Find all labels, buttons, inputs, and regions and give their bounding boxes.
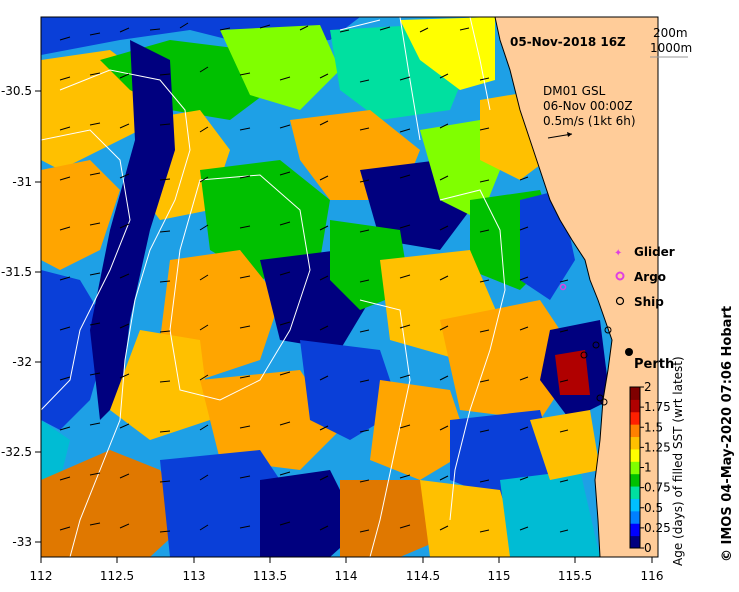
colorbar-title: Age (days) of filled SST (wrt latest) — [671, 356, 685, 566]
colorbar-frame — [629, 386, 641, 549]
currents-time: 06-Nov 00:00Z — [543, 99, 633, 113]
colorbar-tick-label: 0.75 — [644, 481, 671, 495]
colorbar-tick-label: 2 — [644, 380, 652, 394]
longitude-ticks: 112 112.5 113 113.5 114 114.5 115 115.5 116 — [30, 557, 664, 583]
plot-area — [41, 17, 658, 557]
perth-marker — [625, 348, 633, 356]
colorbar-stop — [630, 436, 640, 450]
lat-tick-label: -31.5 — [1, 265, 32, 279]
perth-label: Perth — [634, 357, 674, 372]
colorbar-stop — [630, 523, 640, 537]
lat-tick-label: -32 — [12, 355, 32, 369]
sst-age-field — [41, 17, 610, 557]
plot-frame — [40, 16, 659, 558]
legend-ship: Ship — [634, 295, 664, 309]
ship-circle-icon — [615, 296, 625, 306]
argo-float-marker — [559, 283, 567, 291]
currents-source: DM01 GSL — [543, 84, 606, 98]
colorbar-stop — [630, 411, 640, 425]
platform-legend: ✦ Glider Argo Ship — [614, 245, 675, 309]
lat-tick-label: -31 — [12, 175, 32, 189]
colorbar-stop — [630, 510, 640, 524]
land-mass — [494, 17, 658, 557]
map-date: 05-Nov-2018 16Z — [510, 35, 626, 49]
lon-tick-label: 115 — [488, 569, 511, 583]
bathymetry-contours — [41, 17, 506, 557]
colorbar-stop — [630, 424, 640, 438]
colorbar-tick-label: 0.5 — [644, 501, 663, 515]
colorbar-ticks: 2 1.75 1.5 1.25 1 0.75 0.5 0.25 0 — [640, 380, 671, 555]
colorbar-tick-label: 0.25 — [644, 521, 671, 535]
colorbar-tick-label: 1.25 — [644, 440, 671, 454]
colorbar-stop — [630, 387, 640, 400]
lon-tick-label: 112 — [30, 569, 53, 583]
lon-tick-label: 113 — [183, 569, 206, 583]
lon-tick-label: 116 — [641, 569, 664, 583]
colorbar-stop — [630, 535, 640, 549]
colorbar-stop — [630, 498, 640, 512]
latitude-ticks: -30.5 -31 -31.5 -32 -32.5 -33 — [1, 84, 41, 549]
lat-tick-label: -33 — [12, 535, 32, 549]
lon-tick-label: 114 — [335, 569, 358, 583]
colorbar-tick-label: 0 — [644, 541, 652, 555]
legend-argo: Argo — [634, 270, 666, 284]
currents-scale: 0.5m/s (1kt 6h) — [543, 114, 636, 128]
contour-legend-1000m: 1000m — [650, 41, 692, 55]
colorbar-tick-label: 1 — [644, 461, 652, 475]
colorbar: 2 1.75 1.5 1.25 1 0.75 0.5 0.25 0 Age (days) of … — [629, 356, 685, 566]
colorbar-stop — [630, 461, 640, 475]
lon-tick-label: 114.5 — [406, 569, 440, 583]
argo-ring-icon — [615, 271, 625, 281]
glider-star-icon: ✦ — [614, 248, 622, 259]
lat-tick-label: -30.5 — [1, 84, 32, 98]
colorbar-stop — [630, 448, 640, 462]
credit-text: © IMOS 04-May-2020 07:06 Hobart — [720, 306, 735, 562]
lon-tick-label: 112.5 — [100, 569, 134, 583]
colorbar-tick-label: 1.75 — [644, 400, 671, 414]
legend-glider: Glider — [634, 245, 675, 259]
colorbar-stops — [630, 387, 640, 549]
ship-track — [580, 326, 612, 406]
lon-tick-label: 113.5 — [253, 569, 287, 583]
lat-tick-label: -32.5 — [1, 445, 32, 459]
contour-legend-200m: 200m — [653, 26, 688, 40]
current-vectors — [59, 22, 569, 533]
colorbar-stop — [630, 399, 640, 413]
currents-scale-arrow — [547, 132, 573, 139]
colorbar-stop — [630, 486, 640, 499]
colorbar-stop — [630, 473, 640, 487]
colorbar-tick-label: 1.5 — [644, 420, 663, 434]
lon-tick-label: 115.5 — [558, 569, 592, 583]
